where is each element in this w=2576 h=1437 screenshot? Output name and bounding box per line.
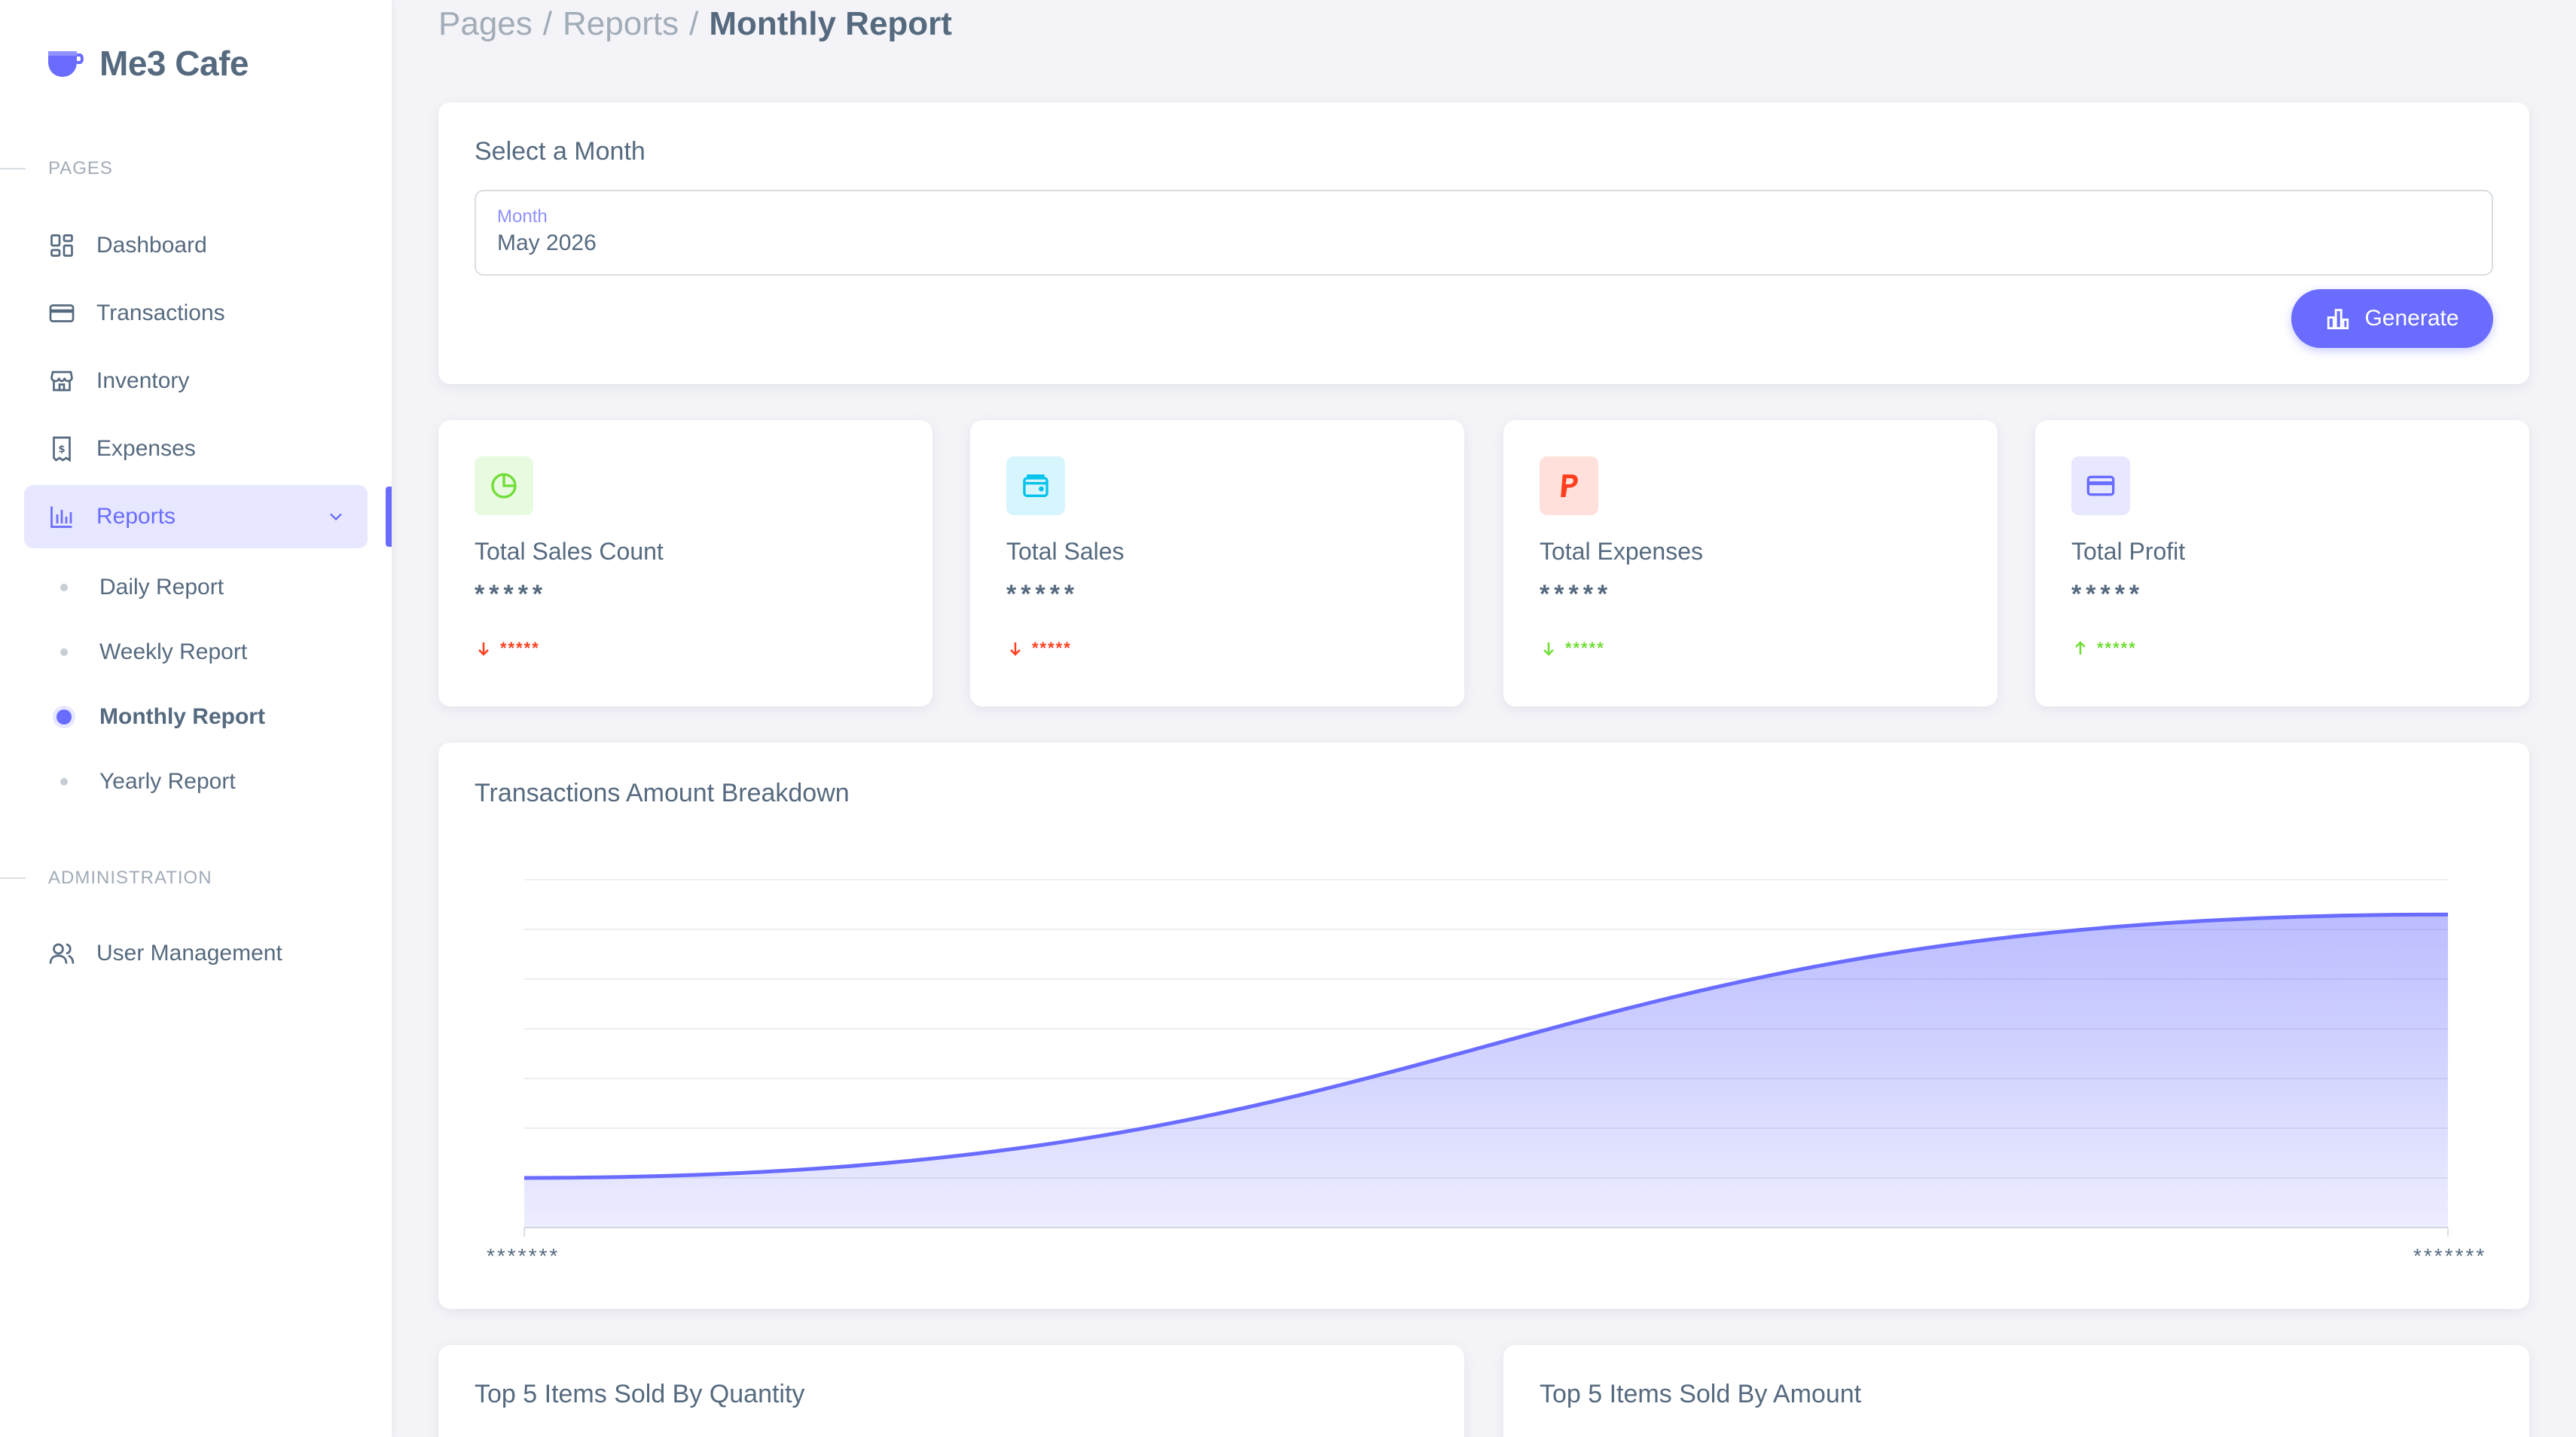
- sidebar-item-label: Inventory: [96, 368, 190, 393]
- credit-card-icon: [2086, 475, 2115, 496]
- arrow-down-icon: [1010, 642, 1021, 656]
- stat-icon-box: [2071, 456, 2130, 515]
- top-items-amount-card: Top 5 Items Sold By Amount: [1503, 1345, 2529, 1437]
- brand-name: Me3 Cafe: [99, 44, 249, 83]
- arrow-up-icon: [2075, 641, 2086, 654]
- bar-chart-icon: [50, 506, 72, 528]
- arrow-down-icon: [478, 642, 489, 656]
- stat-value: *****: [475, 580, 548, 609]
- pie-chart-icon: [491, 473, 517, 499]
- bullet-icon: [60, 584, 68, 591]
- stat-label: Total Sales Count: [475, 538, 664, 565]
- x-tick-label-start: *******: [487, 1244, 560, 1268]
- breadcrumb-current: Monthly Report: [709, 5, 952, 42]
- brand[interactable]: Me3 Cafe: [47, 41, 249, 86]
- sidebar-item-transactions[interactable]: Transactions: [24, 282, 368, 345]
- sidebar-item-label: Transactions: [96, 301, 225, 325]
- month-field-value: May 2026: [497, 230, 597, 255]
- stat-trend: *****: [475, 639, 540, 658]
- menu-header-administration: ADMINISTRATION: [0, 863, 212, 893]
- bullet-icon: [60, 778, 68, 786]
- receipt-icon: $: [53, 436, 71, 462]
- stat-value: *****: [2071, 580, 2144, 609]
- sidebar-item-label: Dashboard: [96, 233, 207, 258]
- chevron-down-icon: [330, 513, 342, 521]
- bullet-icon: [60, 648, 68, 656]
- submenu-item-monthly-report[interactable]: Monthly Report: [54, 694, 265, 740]
- stat-trend: *****: [2071, 639, 2137, 658]
- paypal-icon: [1561, 474, 1578, 497]
- month-field-label: Month: [497, 206, 548, 227]
- card-title: Select a Month: [475, 137, 646, 166]
- store-icon: [50, 371, 73, 392]
- bar-chart-icon: [2327, 309, 2349, 330]
- arrow-down-icon: [1543, 642, 1554, 656]
- month-input[interactable]: Month May 2026: [475, 190, 2493, 276]
- svg-text:$: $: [58, 444, 65, 456]
- stat-label: Total Sales: [1006, 538, 1125, 565]
- menu-header-pages: PAGES: [0, 154, 113, 184]
- stat-card-total-profit: Total Profit ***** *****: [2035, 420, 2529, 706]
- submenu-item-yearly-report[interactable]: Yearly Report: [54, 759, 236, 804]
- breadcrumb-pages[interactable]: Pages: [438, 5, 533, 42]
- month-selector-card: Select a Month Month May 2026 Generate: [438, 102, 2529, 384]
- breadcrumb-reports[interactable]: Reports: [563, 5, 679, 42]
- sidebar: Me3 Cafe PAGES Dashboard Transactions In…: [0, 0, 392, 1437]
- card-title: Top 5 Items Sold By Quantity: [475, 1380, 805, 1408]
- transactions-breakdown-card: Transactions Amount Breakdown ******* **…: [438, 743, 2529, 1309]
- stat-icon-box: [1540, 456, 1598, 515]
- coffee-cup-icon: [48, 51, 84, 77]
- sidebar-item-reports[interactable]: Reports: [24, 485, 368, 548]
- sidebar-item-label: Expenses: [96, 436, 196, 461]
- stat-card-total-sales-count: Total Sales Count ***** *****: [438, 420, 932, 706]
- sidebar-item-user-management[interactable]: User Management: [24, 922, 368, 985]
- sidebar-item-dashboard[interactable]: Dashboard: [24, 214, 368, 277]
- chart-area-fill: [524, 914, 2448, 1228]
- stat-icon-box: [1006, 456, 1065, 515]
- stat-value: *****: [1006, 580, 1079, 609]
- bullet-icon: [56, 709, 72, 725]
- sidebar-item-label: User Management: [96, 941, 282, 966]
- submenu-item-weekly-report[interactable]: Weekly Report: [54, 630, 247, 675]
- top-items-quantity-card: Top 5 Items Sold By Quantity: [438, 1345, 1464, 1437]
- stat-value: *****: [1540, 580, 1613, 609]
- sidebar-item-label: Reports: [96, 504, 176, 529]
- sidebar-item-expenses[interactable]: $ Expenses: [24, 417, 368, 481]
- stat-trend: *****: [1006, 639, 1072, 658]
- wallet-icon: [1023, 474, 1048, 497]
- stat-card-total-sales: Total Sales ***** *****: [970, 420, 1464, 706]
- dashboard-icon: [50, 234, 73, 257]
- users-icon: [49, 943, 75, 964]
- credit-card-icon: [49, 304, 75, 322]
- stat-card-total-expenses: Total Expenses ***** *****: [1503, 420, 1998, 706]
- stat-trend: *****: [1540, 639, 1605, 658]
- active-indicator: [386, 487, 392, 547]
- submenu-item-daily-report[interactable]: Daily Report: [54, 565, 224, 610]
- chart-series-line: [523, 912, 2449, 1180]
- generate-button[interactable]: Generate: [2291, 289, 2493, 348]
- card-title: Transactions Amount Breakdown: [475, 779, 850, 807]
- x-tick-label-end: *******: [2413, 1244, 2487, 1268]
- stat-icon-box: [475, 456, 533, 515]
- sidebar-item-inventory[interactable]: Inventory: [24, 349, 368, 413]
- stat-label: Total Expenses: [1540, 538, 1704, 565]
- area-chart: [523, 879, 2449, 1237]
- stat-label: Total Profit: [2071, 538, 2186, 565]
- card-title: Top 5 Items Sold By Amount: [1540, 1380, 1862, 1408]
- breadcrumb: Pages / Reports / Monthly Report: [438, 5, 952, 42]
